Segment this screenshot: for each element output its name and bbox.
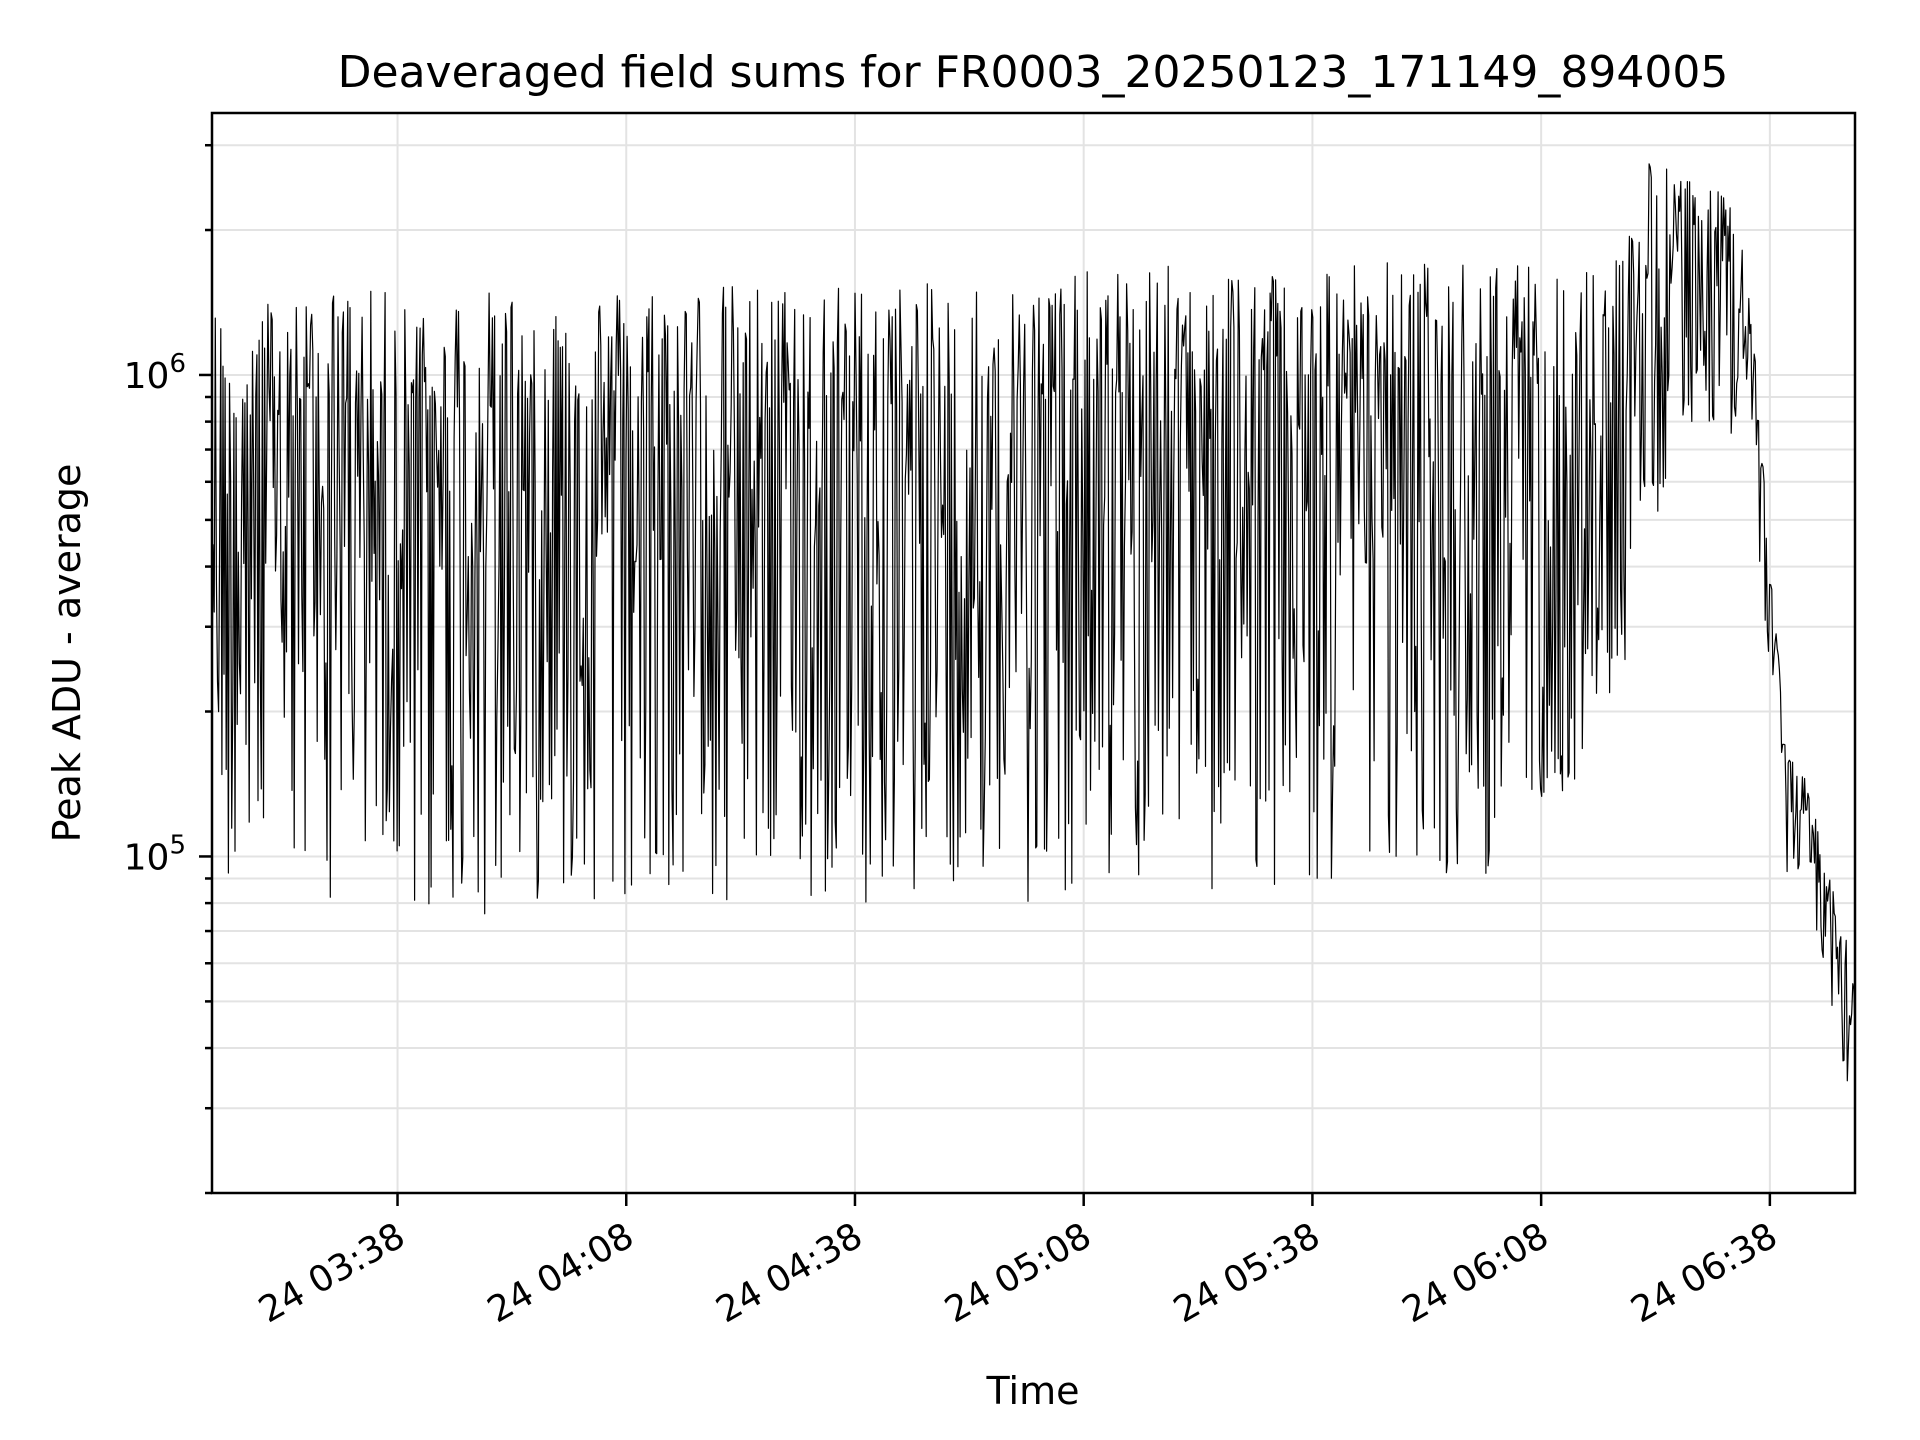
data-series-line <box>211 163 1856 1082</box>
x-axis-label: Time <box>986 1369 1080 1413</box>
y-axis-label: Peak ADU - average <box>45 464 89 843</box>
plot-frame <box>210 111 1857 1195</box>
y-tick-label: 106 <box>124 349 186 397</box>
chart-title: Deaveraged field sums for FR0003_2025012… <box>338 47 1729 98</box>
y-tick-label: 105 <box>124 830 186 878</box>
